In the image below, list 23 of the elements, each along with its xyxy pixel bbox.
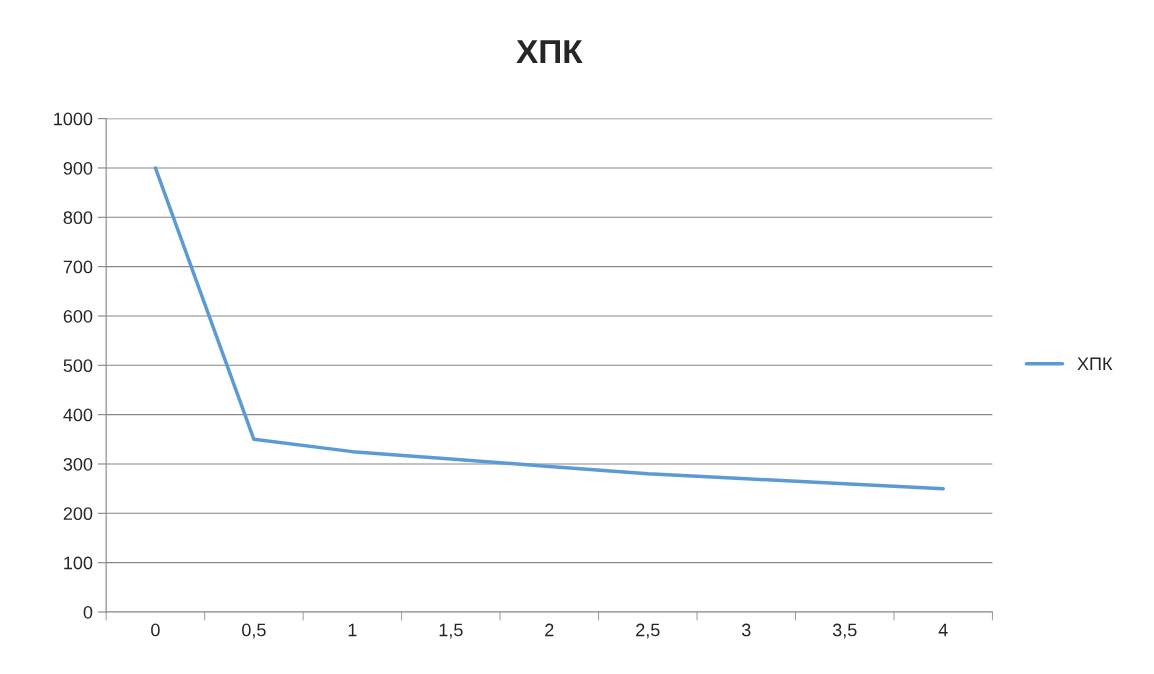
x-tick-label: 4: [938, 623, 948, 637]
y-tick-label: 200: [63, 507, 93, 521]
line-series: [153, 166, 945, 491]
x-tick-label: 2: [545, 623, 554, 637]
y-tick-label: 100: [64, 556, 93, 570]
y-tick-label: 700: [63, 260, 93, 274]
y-tick-label: 900: [63, 161, 93, 175]
y-tick-label: 800: [63, 211, 93, 225]
y-tick-label: 500: [63, 359, 93, 373]
y-tick-label: 300: [63, 457, 93, 471]
y-tick-label: 600: [63, 309, 93, 323]
y-tick-label: 0: [83, 605, 93, 619]
x-tick-label: 1: [348, 623, 357, 637]
chart-title: ХПК: [516, 40, 583, 64]
x-tick-label: 0: [151, 623, 160, 637]
y-tick-label: 400: [63, 408, 93, 422]
legend-label: ХПК: [1077, 357, 1113, 370]
x-tick-label: 0,5: [242, 623, 266, 639]
x-tick-label: 2,5: [636, 623, 660, 639]
x-tick-label: 1,5: [439, 623, 463, 639]
y-tick-label: 1000: [54, 112, 93, 126]
x-tick-label: 3,5: [832, 623, 857, 639]
x-tick-label: 3: [741, 623, 751, 637]
